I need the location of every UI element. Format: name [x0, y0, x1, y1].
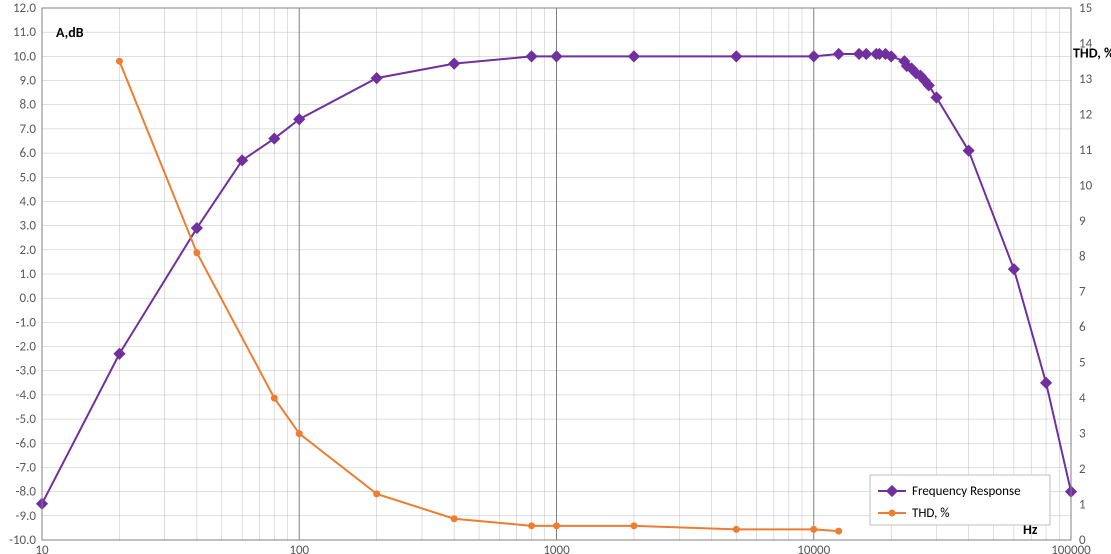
svg-text:-7.0: -7.0: [16, 460, 37, 475]
svg-text:1000: 1000: [543, 543, 570, 554]
svg-text:10000: 10000: [797, 543, 830, 554]
svg-text:100000: 100000: [1051, 543, 1091, 554]
svg-text:5.0: 5.0: [20, 170, 37, 185]
freq-thd-chart: -10.0 -9.0 -8.0 -7.0 -6.0 -5.0 -4.0 -3.0 -2.0 -1.…: [0, 0, 1111, 554]
svg-text:15: 15: [1079, 1, 1092, 16]
svg-text:8.0: 8.0: [20, 98, 37, 113]
svg-text:-2.0: -2.0: [16, 340, 37, 355]
svg-text:11.0: 11.0: [13, 25, 36, 40]
svg-text:10.0: 10.0: [13, 49, 36, 64]
svg-text:THD, %: THD, %: [912, 506, 950, 521]
svg-text:100: 100: [289, 543, 309, 554]
svg-text:1: 1: [1079, 498, 1086, 513]
legend: Frequency Response THD, %: [870, 475, 1050, 525]
svg-text:3.0: 3.0: [20, 219, 37, 234]
svg-text:8: 8: [1079, 249, 1086, 264]
svg-text:-9.0: -9.0: [16, 509, 37, 524]
svg-text:7: 7: [1079, 285, 1086, 300]
svg-text:7.0: 7.0: [20, 122, 37, 137]
svg-text:6.0: 6.0: [20, 146, 37, 161]
svg-text:12: 12: [1079, 107, 1093, 122]
svg-text:3: 3: [1079, 427, 1086, 442]
svg-text:11: 11: [1079, 143, 1092, 158]
svg-text:13: 13: [1079, 72, 1093, 87]
svg-text:Frequency Response: Frequency Response: [912, 484, 1021, 499]
svg-text:2.0: 2.0: [20, 243, 37, 258]
svg-text:-4.0: -4.0: [16, 388, 37, 403]
svg-text:-1.0: -1.0: [16, 315, 37, 330]
svg-text:5: 5: [1079, 356, 1086, 371]
svg-text:A,dB: A,dB: [56, 24, 84, 41]
svg-text:0.0: 0.0: [20, 291, 37, 306]
svg-text:4: 4: [1079, 391, 1086, 406]
svg-text:-3.0: -3.0: [16, 364, 37, 379]
svg-text:12.0: 12.0: [13, 1, 36, 16]
svg-text:THD, %: THD, %: [1073, 44, 1111, 61]
svg-text:-6.0: -6.0: [16, 436, 37, 451]
svg-text:9.0: 9.0: [20, 74, 37, 89]
svg-text:-10.0: -10.0: [9, 533, 36, 548]
svg-text:1.0: 1.0: [20, 267, 37, 282]
svg-text:-8.0: -8.0: [16, 485, 37, 500]
svg-text:9: 9: [1079, 214, 1086, 229]
svg-text:10: 10: [1079, 178, 1093, 193]
svg-text:2: 2: [1079, 462, 1086, 477]
svg-text:10: 10: [35, 543, 49, 554]
svg-text:6: 6: [1079, 320, 1086, 335]
svg-text:4.0: 4.0: [20, 194, 37, 209]
svg-text:-5.0: -5.0: [16, 412, 37, 427]
